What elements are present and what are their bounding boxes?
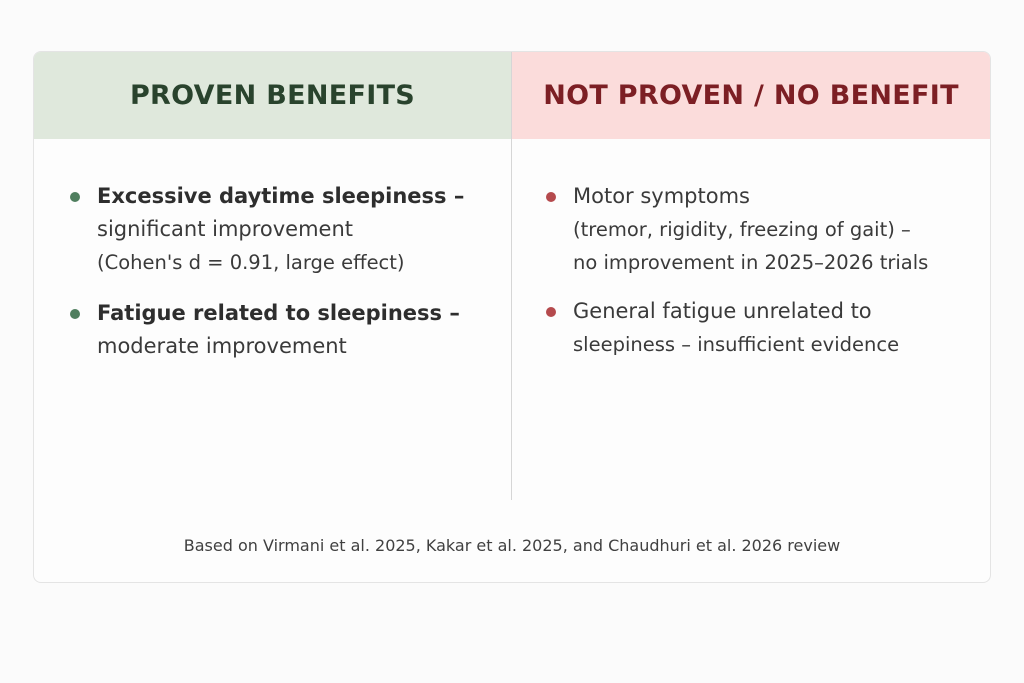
item-detail: moderate improvement [97,334,347,358]
not-proven-header: NOT PROVEN / NO BENEFIT [512,52,990,139]
item-detail: (Cohen's d = 0.91, large effect) [97,251,405,274]
red-bullet-icon [546,192,556,202]
item-title: Excessive daytime sleepiness – [97,184,465,208]
green-bullet-icon [70,192,80,202]
list-item: Excessive daytime sleepiness – significa… [70,180,490,279]
column-divider [511,52,512,500]
item-title: Motor symptoms [573,184,750,208]
not-proven-list: Motor symptoms (tremor, rigidity, freezi… [546,180,976,361]
list-item: General fatigue unrelated to sleepiness … [546,295,976,361]
item-title: General fatigue unrelated to [573,299,872,323]
item-detail: sleepiness – insufficient evidence [573,333,900,356]
list-item: Fatigue related to sleepiness – moderate… [70,297,490,363]
list-item: Motor symptoms (tremor, rigidity, freezi… [546,180,976,279]
item-detail: no improvement in 2025–2026 trials [573,251,929,274]
red-bullet-icon [546,307,556,317]
item-detail: (tremor, rigidity, freezing of gait) – [573,218,911,241]
proven-benefits-list: Excessive daytime sleepiness – significa… [70,180,490,363]
comparison-card: PROVEN BENEFITS NOT PROVEN / NO BENEFIT … [33,51,991,583]
proven-benefits-header: PROVEN BENEFITS [34,52,511,139]
green-bullet-icon [70,309,80,319]
source-footnote: Based on Virmani et al. 2025, Kakar et a… [183,536,841,555]
item-title: Fatigue related to sleepiness – [97,301,460,325]
item-detail: significant improvement [97,217,354,241]
